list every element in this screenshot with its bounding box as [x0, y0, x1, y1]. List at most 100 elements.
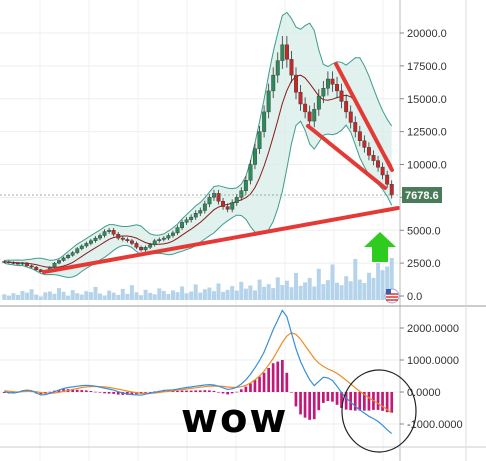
macd-tick-label: 1000.0000 — [407, 355, 459, 367]
histogram-bar — [130, 392, 134, 395]
macd-tick-label: 2000.0000 — [407, 323, 459, 335]
volume-bar — [20, 290, 25, 300]
macd-lines — [4, 309, 393, 435]
volume-bar — [93, 286, 98, 300]
candle-body — [84, 243, 89, 247]
histogram-bar — [80, 390, 84, 392]
candle-body — [93, 237, 98, 241]
candle-body — [98, 235, 103, 239]
volume-bar — [143, 289, 148, 300]
volume-bar — [225, 289, 230, 300]
candle-body — [61, 257, 66, 261]
price-tick-label: 15000.0 — [407, 94, 447, 106]
candle-body — [326, 78, 330, 89]
candle-body — [143, 247, 148, 251]
wedge-lower-trendline — [306, 124, 387, 190]
histogram-bar — [194, 390, 198, 392]
histogram-bar — [230, 392, 234, 394]
histogram-bar — [235, 391, 239, 393]
volume-bar — [57, 288, 61, 300]
candle-body — [344, 101, 349, 113]
candle-body — [175, 227, 180, 234]
candle-body — [289, 59, 294, 76]
histogram-bar — [344, 392, 348, 410]
volume-bar — [166, 294, 171, 300]
volume-bar — [148, 292, 153, 300]
candle-body — [111, 230, 116, 235]
volume-bar — [180, 286, 185, 300]
candle-body — [161, 237, 166, 240]
histogram-bar — [376, 392, 380, 410]
histogram-bar — [208, 390, 211, 392]
candle-body — [38, 269, 43, 272]
candle-body — [120, 237, 125, 240]
price-tick-label: 10000.0 — [407, 160, 447, 172]
volume-bar — [248, 285, 253, 300]
histogram-bar — [62, 389, 65, 392]
volume-bar — [335, 282, 339, 300]
histogram-bar — [349, 392, 352, 411]
candle-body — [88, 240, 93, 244]
candle-body — [248, 164, 253, 181]
volume-bar — [102, 295, 107, 300]
wow-annotation: wow — [181, 396, 288, 442]
candle-body — [262, 111, 267, 132]
candle-body — [312, 109, 317, 122]
candle-body — [157, 239, 162, 241]
volume-bar — [312, 286, 317, 300]
last-price-tag — [402, 187, 442, 204]
candle-body — [307, 111, 312, 122]
candle-body — [207, 197, 212, 205]
volume-bar — [43, 292, 48, 300]
histogram-bar — [331, 392, 334, 402]
volume-bar — [216, 283, 221, 300]
histogram-bar — [198, 390, 202, 392]
histogram-bar — [185, 390, 188, 392]
volume-bar — [348, 281, 353, 300]
macd-tick-label: 0.0000 — [407, 387, 441, 399]
candle-body — [303, 103, 308, 113]
candle-body — [298, 91, 303, 105]
histogram-bar — [89, 391, 93, 392]
volume-bar — [357, 279, 362, 300]
signal-line — [4, 332, 393, 414]
volume-bar — [79, 294, 84, 300]
histogram-bar — [253, 379, 257, 392]
volume-bar — [116, 294, 121, 300]
histogram-bar — [212, 390, 216, 392]
volume-bar — [280, 285, 285, 300]
histogram-bar — [107, 392, 111, 394]
volume-bar — [330, 264, 335, 300]
histogram-bar — [43, 392, 47, 394]
volume-bar — [294, 273, 298, 300]
volume-bar — [189, 291, 194, 300]
histogram-bar — [385, 392, 389, 413]
volume-bar — [234, 290, 239, 300]
histogram-bar — [249, 383, 252, 392]
trendlines — [42, 62, 400, 304]
candle-body — [102, 231, 107, 236]
histogram-bar — [171, 391, 175, 392]
candle-body — [152, 240, 157, 245]
candle-body — [321, 87, 326, 97]
candle-body — [271, 74, 276, 92]
histogram-bar — [98, 392, 102, 393]
histogram-bar — [239, 389, 243, 392]
circle-annotation — [341, 369, 417, 453]
price-tick-label: 20000.0 — [407, 28, 447, 40]
volume-bar — [84, 291, 89, 300]
histogram-bar — [299, 392, 302, 415]
volume-bar — [289, 287, 294, 300]
histogram-bar — [285, 372, 289, 392]
histogram-bar — [112, 392, 115, 394]
candle-body — [275, 60, 280, 76]
volume-bar — [111, 292, 116, 300]
histogram-bar — [363, 392, 366, 411]
volume-bar — [152, 294, 157, 300]
histogram-bar — [340, 392, 343, 408]
histogram-bar — [48, 391, 52, 393]
histogram-bar — [2, 392, 6, 393]
volume-bar — [339, 285, 344, 300]
volume-bar — [202, 289, 207, 300]
candle-body — [11, 262, 16, 264]
